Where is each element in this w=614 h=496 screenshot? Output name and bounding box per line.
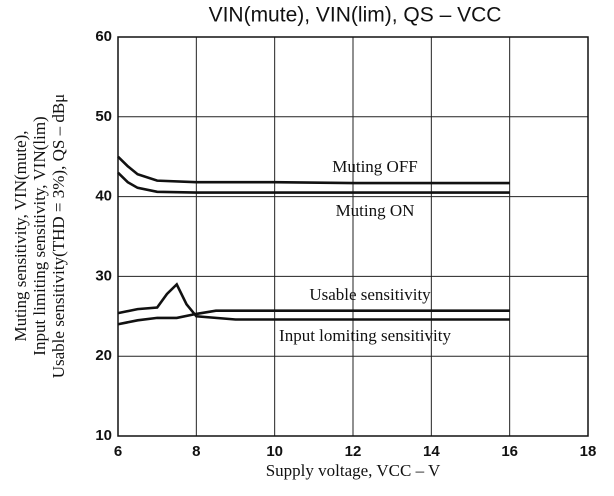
plot-frame [117,36,589,437]
chart-title: VIN(mute), VIN(lim), QS – VCC [209,4,502,27]
y-axis-label: Input limiting sensitivity, VIN(lim) [30,116,49,355]
series-line [117,309,510,326]
series-line [117,155,510,185]
x-tick-label: 16 [501,443,518,460]
y-tick-label: 50 [95,108,112,125]
x-tick-label: 14 [423,443,440,460]
y-tick-label: 20 [95,347,112,364]
y-tick-label: 40 [95,188,112,205]
annotation: Usable sensitivity [309,285,431,304]
x-axis-label: Supply voltage, VCC – V [266,461,441,480]
y-tick-label: 60 [95,28,112,45]
y-tick-label: 30 [95,267,112,284]
y-tick-label: 10 [95,427,112,444]
x-tick-label: 12 [345,443,362,460]
x-tick-label: 18 [580,443,597,460]
annotation: Muting OFF [332,157,418,176]
y-axis-label: Usable sensitivity(THD = 3%), QS – dBμ [49,94,68,379]
x-tick-label: 8 [192,443,200,460]
x-tick-label: 10 [266,443,283,460]
y-axis-label: Muting sensitivity, VIN(mute), [11,130,30,341]
annotation: Muting ON [336,201,415,220]
x-tick-label: 6 [114,443,122,460]
series-line [117,282,510,321]
annotation: Input lomiting sensitivity [279,326,451,345]
series-line [117,171,510,194]
